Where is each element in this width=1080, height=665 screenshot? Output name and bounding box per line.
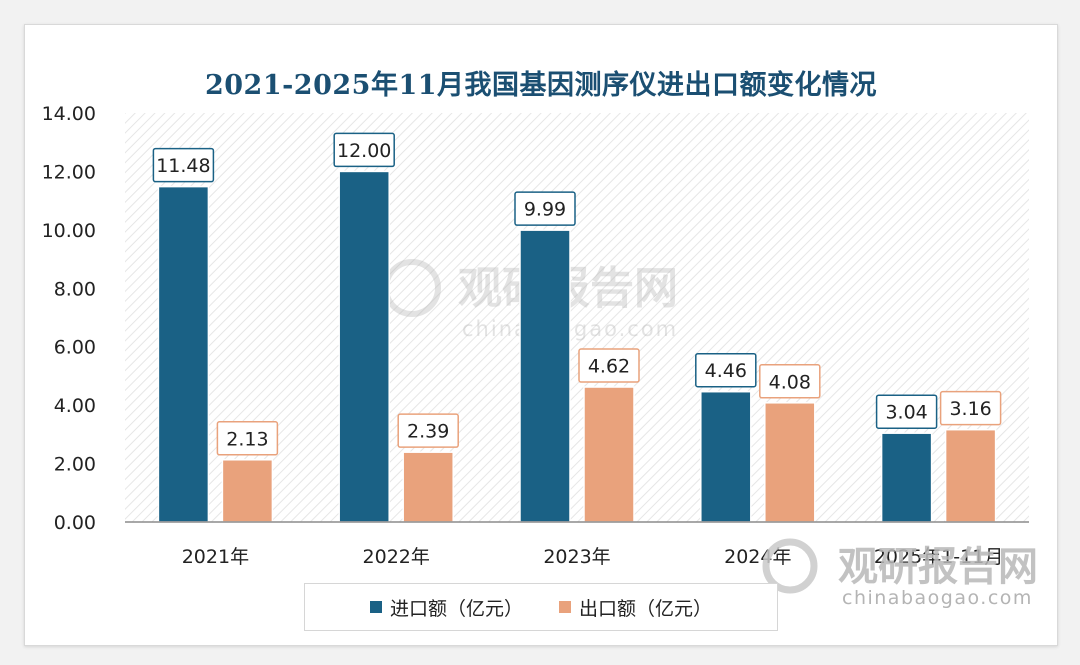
y-tick-label: 6.00 [54,337,96,359]
watermark-corner-logo-icon [762,538,818,594]
import-bar [700,390,752,523]
export-bar [944,428,997,523]
export-bar [402,451,454,523]
legend-item-import: 进口额（亿元） [369,594,523,621]
legend: 进口额（亿元） 出口额（亿元） [304,583,778,631]
import-data-label: 4.46 [705,360,747,382]
x-tick-label: 2022年 [363,546,430,568]
legend-label-export: 出口额（亿元） [579,597,713,620]
export-data-label: 2.13 [226,428,268,450]
legend-item-export: 出口额（亿元） [559,594,712,621]
y-tick-label: 12.00 [42,161,96,183]
export-data-label-box [759,364,821,399]
import-bar [519,229,571,523]
legend-swatch-import [369,601,382,613]
x-tick-label: 2025年1-11月 [874,546,1003,568]
y-tick-label: 14.00 [42,103,96,125]
import-bar [880,432,933,523]
y-tick-label: 2.00 [54,454,96,476]
legend-label-import: 进口额（亿元） [389,597,523,620]
x-tick-label: 2021年 [182,546,249,568]
watermark-corner-url: chinabaogao.com [842,587,1033,609]
import-data-label-box [695,352,757,388]
export-data-label: 4.62 [588,356,630,378]
import-data-label: 12.00 [337,140,391,162]
import-data-label: 9.99 [524,199,566,221]
x-tick-label: 2024年 [724,546,791,568]
export-data-label: 2.39 [407,421,449,443]
import-bar [338,170,390,523]
import-bar [157,185,210,523]
export-data-label: 4.08 [769,371,811,393]
legend-swatch-export [559,601,571,613]
import-data-label-box [875,394,938,429]
chart-title: 2021-2025年11月我国基因测序仪进出口额变化情况 [204,70,878,101]
export-data-label-box [216,421,279,456]
import-data-label-box [333,132,395,168]
export-bar [221,459,274,523]
export-data-label-box [397,413,459,448]
watermark-corner: 观研报告网 chinabaogao.com [762,538,1038,609]
export-data-label-box [578,348,640,383]
y-tick-label: 10.00 [42,220,96,242]
watermark-corner-brand: 观研报告网 [838,544,1038,590]
export-data-label: 3.16 [949,398,991,420]
export-bar [583,386,635,523]
export-bar [764,402,816,523]
export-data-label-box [939,390,1002,426]
import-data-label-box [152,147,215,183]
y-tick-label: 4.00 [54,395,96,417]
x-tick-label: 2023年 [543,546,610,568]
y-tick-label: 0.00 [54,512,96,534]
import-data-label-box [514,191,576,226]
import-data-label: 11.48 [156,155,210,177]
y-tick-label: 8.00 [54,278,96,300]
import-data-label: 3.04 [885,402,927,424]
